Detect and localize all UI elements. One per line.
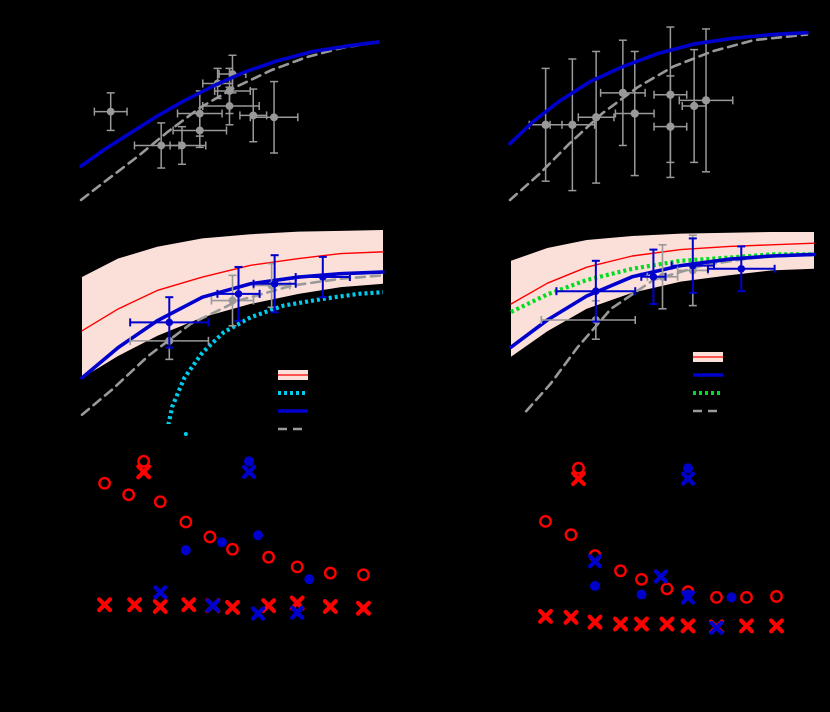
panel-bottom-right-plot <box>538 461 784 635</box>
legend-row-band <box>693 348 729 366</box>
legend-swatch-band-icon <box>278 370 308 380</box>
series-blue-points-mr <box>555 237 776 323</box>
legend-row-blue <box>278 402 314 420</box>
legend-swatch-gray-dashed-icon <box>278 427 308 431</box>
band-red-mr <box>511 232 814 357</box>
legend-swatch-blue-solid-icon <box>278 409 308 413</box>
series-red-crosses-bl <box>97 464 371 616</box>
series-red-open-circles-br <box>539 461 783 604</box>
legend-middle-right <box>693 348 729 420</box>
series-cyan-marker-bl <box>183 432 188 436</box>
panel-middle-right <box>415 212 830 424</box>
series-model-blue-solid-tr <box>508 30 809 146</box>
legend-row-gray <box>693 402 729 420</box>
panel-middle-right-plot <box>509 232 816 413</box>
panel-bottom-left-plot <box>97 432 371 621</box>
legend-row-band <box>278 366 314 384</box>
legend-swatch-green-dotted-icon <box>693 391 723 395</box>
legend-swatch-band-icon <box>693 352 723 362</box>
axes-frame-top-left <box>80 11 379 201</box>
legend-swatch-cyan-dotted-icon <box>278 391 308 395</box>
series-red-central-mr <box>510 242 815 305</box>
series-blue-solid-ml <box>80 270 385 380</box>
series-observed-gray-points-tr <box>528 26 734 192</box>
panel-top-right-plot <box>508 11 809 202</box>
series-red-crosses-br <box>538 471 784 635</box>
series-observed-gray-points-tl <box>93 54 299 169</box>
legend-swatch-blue-solid-icon <box>693 373 723 377</box>
series-cyan-dotted-ml <box>166 290 384 424</box>
panel-bottom-right <box>415 424 830 712</box>
legend-row-cyan <box>278 384 314 402</box>
legend-row-gray <box>278 420 314 438</box>
panel-top-right <box>415 0 830 212</box>
series-blue-points-ml <box>129 254 351 349</box>
series-red-open-circles-bl <box>98 454 370 582</box>
series-blue-crosses-br <box>587 471 724 635</box>
series-blue-crosses-bl <box>153 464 305 621</box>
series-model-gray-dashed-tr <box>508 33 809 202</box>
series-model-gray-dashed-tl <box>79 40 380 202</box>
legend-swatch-gray-dashed-icon <box>693 409 723 413</box>
series-blue-solid-mr <box>509 252 816 349</box>
panel-middle-left-plot <box>80 230 385 424</box>
panel-middle-left <box>0 212 415 431</box>
panel-top-left-plot <box>79 11 380 202</box>
axes-frame-top-right <box>509 11 808 201</box>
series-red-central-ml <box>81 251 384 332</box>
panel-bottom-left <box>0 424 415 712</box>
series-gray-dashed-ml <box>80 274 385 417</box>
legend-row-green <box>693 384 729 402</box>
series-blue-filled-circles-bl <box>180 456 315 585</box>
legend-row-blue <box>693 366 729 384</box>
series-model-blue-solid-tl <box>79 40 380 168</box>
legend-middle-left <box>278 366 314 438</box>
panel-top-left <box>0 0 415 212</box>
